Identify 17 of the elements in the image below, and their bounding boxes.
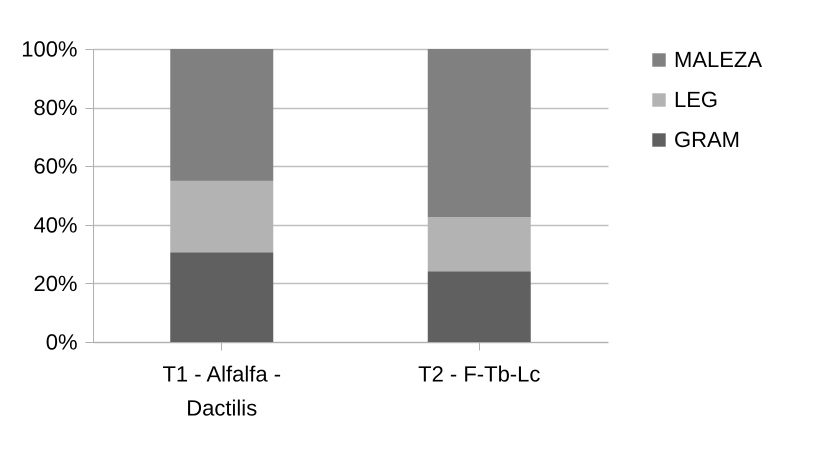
y-tick-label: 60% <box>33 154 78 179</box>
legend-label: MALEZA <box>674 47 762 72</box>
y-tick-label: 40% <box>33 212 78 238</box>
x-tick-label: T1 - Alfalfa - Dactilis <box>162 362 282 420</box>
bar <box>428 271 531 342</box>
legend-label: LEG <box>674 87 718 112</box>
y-tick-label: 0% <box>46 330 78 354</box>
bar <box>428 49 531 218</box>
y-tick-label: 20% <box>33 270 78 296</box>
bar <box>170 252 274 342</box>
bar <box>428 217 531 272</box>
bar <box>170 49 274 181</box>
legend-label: GRAM <box>674 127 740 152</box>
y-tick-label: 100% <box>21 36 78 62</box>
x-tick-label: T2 - F-Tb-Lc <box>418 362 540 386</box>
bar <box>170 180 274 252</box>
y-tick-label: 80% <box>33 95 78 120</box>
